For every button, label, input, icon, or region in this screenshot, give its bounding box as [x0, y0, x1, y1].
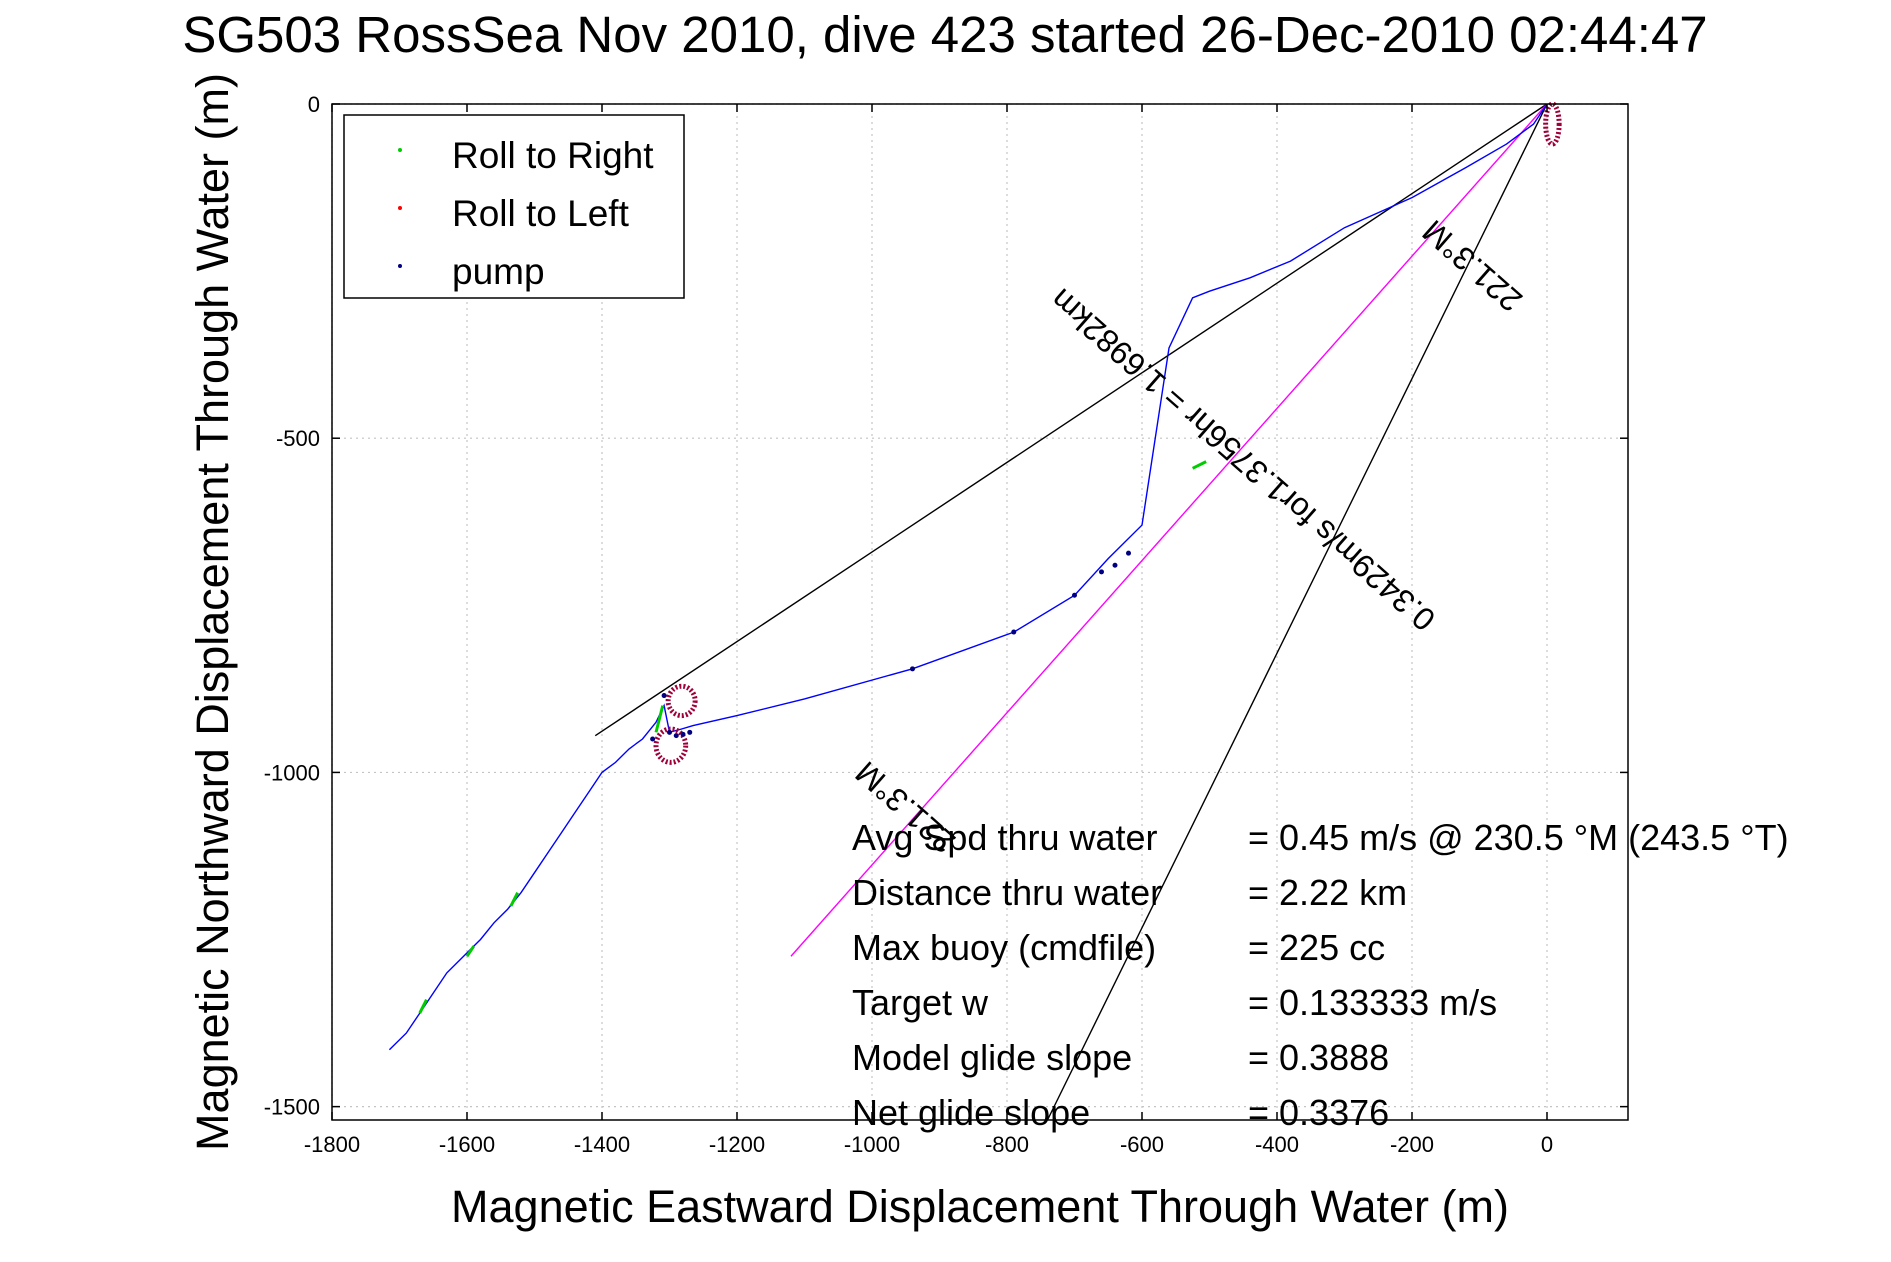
legend-label-pump: pump — [452, 251, 545, 292]
roll-right-segment — [465, 945, 475, 958]
roll-right-segment — [654, 705, 665, 733]
roll-right-segment — [1191, 460, 1207, 470]
stat-label-model-glide: Model glide slope — [852, 1037, 1132, 1078]
roll-left-loop — [653, 726, 689, 765]
x-tick-label: -600 — [1120, 1132, 1164, 1157]
x-tick-label: 0 — [1541, 1132, 1553, 1157]
track-layer — [388, 103, 1548, 1051]
pump-point — [680, 731, 686, 737]
stat-value-model-glide: = 0.3888 — [1248, 1037, 1389, 1078]
legend-marker-roll-right — [398, 148, 402, 152]
heading-line — [790, 103, 1548, 957]
axes-frame — [331, 103, 1629, 1121]
x-tick-label: -1200 — [709, 1132, 765, 1157]
stats-block: Avg Spd thru water = 0.45 m/s @ 230.5 °M… — [852, 817, 1789, 1133]
pump-point — [1011, 629, 1017, 635]
y-tick-label: -1000 — [264, 760, 320, 785]
x-axis-label: Magnetic Eastward Displacement Through W… — [451, 1181, 1509, 1232]
legend-marker-roll-left — [398, 206, 402, 210]
legend-entry-roll-left: Roll to Left — [398, 193, 630, 234]
guide-line — [1046, 103, 1548, 1121]
pump-point — [1072, 592, 1077, 598]
glider-track — [388, 103, 1548, 1051]
stat-value-avg-speed: = 0.45 m/s @ 230.5 °M (243.5 °T) — [1248, 817, 1789, 858]
x-tick-label: -1400 — [574, 1132, 630, 1157]
legend: Roll to Right Roll to Left pump — [343, 114, 685, 299]
pump-point — [1112, 562, 1118, 568]
stat-value-target-w: = 0.133333 m/s — [1248, 982, 1497, 1023]
stat-label-max-buoy: Max buoy (cmdfile) — [852, 927, 1156, 968]
roll-left-loop — [1543, 101, 1562, 147]
pump-point — [661, 693, 667, 699]
stat-value-max-buoy: = 225 cc — [1248, 927, 1385, 968]
roll-left-loop — [665, 683, 698, 719]
heading-line-layer — [790, 103, 1548, 957]
y-tick-label: -500 — [276, 426, 320, 451]
pump-point — [667, 729, 672, 735]
pump-point — [687, 729, 693, 735]
legend-entry-roll-right: Roll to Right — [398, 135, 654, 176]
y-tick-label: -1500 — [264, 1095, 320, 1120]
stat-value-net-glide: = 0.3376 — [1248, 1092, 1389, 1133]
stat-label-avg-speed: Avg Spd thru water — [852, 817, 1158, 858]
y-axis-label: Magnetic Northward Displacement Through … — [187, 73, 238, 1151]
roll-right-segment — [509, 892, 519, 907]
pump-point — [1126, 550, 1131, 556]
x-tick-label: -1800 — [304, 1132, 360, 1157]
x-tick-label: -1000 — [844, 1132, 900, 1157]
pump-point — [910, 666, 915, 672]
chart-title: SG503 RossSea Nov 2010, dive 423 started… — [182, 6, 1707, 63]
stat-label-net-glide: Net glide slope — [852, 1092, 1090, 1133]
y-tick-label: 0 — [308, 92, 320, 117]
stat-label-distance: Distance thru water — [852, 872, 1162, 913]
tick-layer: -1800 -1600 -1400 -1200 -1000 -800 -600 -400 -20… — [264, 92, 1628, 1157]
stat-value-distance: = 2.22 km — [1248, 872, 1407, 913]
legend-label-roll-left: Roll to Left — [452, 193, 630, 234]
x-tick-label: -800 — [985, 1132, 1029, 1157]
legend-entry-pump: pump — [398, 251, 545, 292]
marker-layer — [418, 101, 1562, 1014]
pump-point — [1099, 569, 1104, 575]
guide-line — [594, 103, 1548, 737]
x-tick-label: -1600 — [439, 1132, 495, 1157]
roll-right-segment — [418, 999, 428, 1014]
stat-label-target-w: Target w — [852, 982, 989, 1023]
pump-point — [650, 736, 656, 742]
x-tick-label: -400 — [1255, 1132, 1299, 1157]
pump-point — [673, 733, 679, 739]
legend-marker-pump — [398, 264, 402, 268]
x-tick-label: -200 — [1390, 1132, 1434, 1157]
legend-label-roll-right: Roll to Right — [452, 135, 654, 176]
guide-lines — [594, 103, 1548, 1121]
